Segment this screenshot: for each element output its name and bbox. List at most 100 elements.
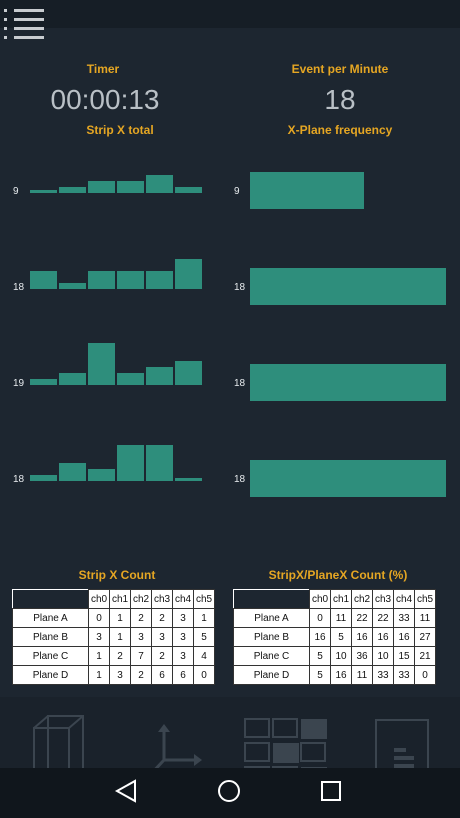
column-header: ch1 [330,589,352,609]
count-cell: 1 [193,608,215,628]
strip-total-bar [175,187,202,193]
x-plane-frequency-bar [250,268,446,305]
strip-total-bar [175,259,202,289]
column-header: ch3 [151,589,173,609]
percent-cell: 27 [414,627,436,647]
column-header: ch4 [172,589,194,609]
percent-cell: 33 [372,665,394,685]
recents-square-icon[interactable] [318,778,344,804]
x-plane-panel-label: 18 [234,474,246,485]
strip-total-bar [88,469,115,481]
strip-total-bar [117,445,144,481]
count-cell: 3 [172,646,194,666]
count-cell: 1 [88,646,110,666]
strip-x-total-chart: 9 18 19 18 [0,140,220,520]
table-corner [12,589,89,609]
row-header: Plane A [233,608,310,628]
table-row: Plane C 5 10 36 10 15 21 [233,646,436,666]
strip-total-bar [88,343,115,385]
percent-cell: 5 [309,646,331,666]
count-cell: 2 [151,608,173,628]
count-cell: 3 [88,627,110,647]
strip-total-bar [117,181,144,193]
percent-cell: 11 [330,608,352,628]
row-header: Plane C [12,646,89,666]
count-cell: 0 [88,608,110,628]
strip-total-bar [59,463,86,481]
x-plane-frequency-chart: 9 18 18 18 [225,140,455,520]
x-plane-panel-label: 9 [234,186,240,197]
column-header: ch3 [372,589,394,609]
timer-label: Timer [86,62,120,76]
row-header: Plane D [233,665,310,685]
x-plane-panel-label: 18 [234,282,246,293]
count-cell: 6 [151,665,173,685]
column-header: ch5 [414,589,436,609]
count-cell: 3 [130,627,152,647]
home-circle-icon[interactable] [216,778,242,804]
percent-cell: 10 [330,646,352,666]
x-plane-frequency-title: X-Plane frequency [287,123,393,137]
strip-total-bar [146,175,173,193]
count-cell: 1 [109,627,131,647]
x-plane-frequency-bar [250,460,446,497]
strip-total-bar [117,373,144,385]
percent-cell: 15 [393,646,415,666]
percent-cell: 16 [309,627,331,647]
strip-x-total-title: Strip X total [86,123,154,137]
table-corner [233,589,310,609]
column-header: ch2 [351,589,373,609]
strip-total-bar [59,283,86,289]
top-app-bar [0,0,460,28]
count-cell: 1 [88,665,110,685]
column-header: ch4 [393,589,415,609]
percent-cell: 0 [414,665,436,685]
percent-cell: 22 [351,608,373,628]
count-cell: 2 [151,646,173,666]
strip-total-bar [175,361,202,385]
percent-cell: 11 [351,665,373,685]
strip-total-panel-label: 18 [13,282,25,293]
x-plane-frequency-bar [250,364,446,401]
percent-cell: 33 [393,608,415,628]
percent-cell: 33 [393,665,415,685]
count-cell: 3 [172,627,194,647]
column-header: ch2 [130,589,152,609]
row-header: Plane A [12,608,89,628]
system-navigation-bar [0,768,460,818]
table-row: Plane D 5 16 11 33 33 0 [233,665,436,685]
strip-total-bar [117,271,144,289]
column-header: ch0 [88,589,110,609]
count-cell: 7 [130,646,152,666]
count-cell: 3 [151,627,173,647]
count-cell: 2 [109,646,131,666]
count-cell: 1 [109,608,131,628]
percent-cell: 22 [372,608,394,628]
percent-cell: 16 [372,627,394,647]
count-cell: 4 [193,646,215,666]
count-cell: 3 [172,608,194,628]
hamburger-menu-icon[interactable] [2,4,46,48]
row-header: Plane B [233,627,310,647]
strip-total-bar [88,181,115,193]
table-row: Plane A 0 11 22 22 33 11 [233,608,436,628]
strip-total-bar [30,379,57,385]
percent-cell: 5 [330,627,352,647]
x-plane-frequency-bar [250,172,364,209]
strip-total-bar [146,445,173,481]
strip-total-bar [30,475,57,481]
column-header: ch0 [309,589,331,609]
percent-cell: 21 [414,646,436,666]
back-triangle-icon[interactable] [113,778,139,804]
strip-total-bar [146,367,173,385]
axes-xyz-icon[interactable] [146,722,206,782]
strip-x-count-title: Strip X Count [78,568,156,582]
percent-cell: 10 [372,646,394,666]
table-row: Plane B 16 5 16 16 16 27 [233,627,436,647]
row-header: Plane C [233,646,310,666]
